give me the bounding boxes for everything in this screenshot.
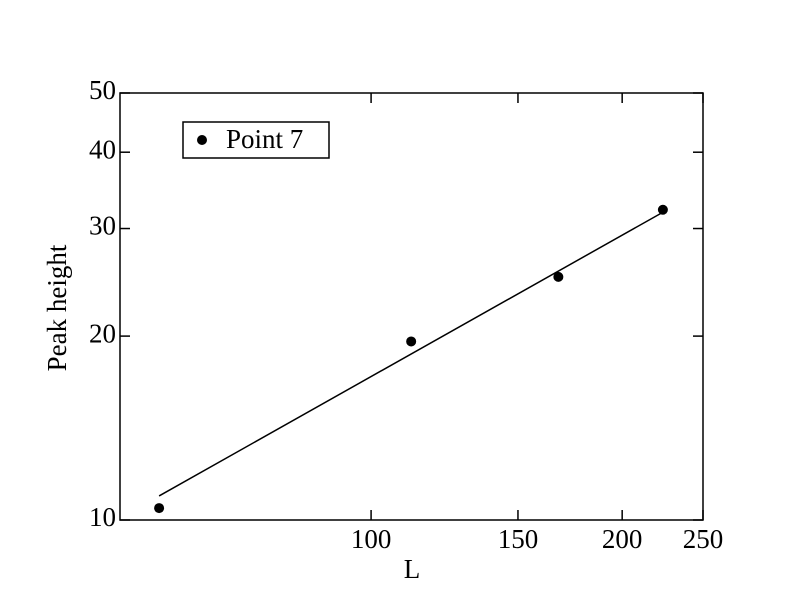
data-point (154, 503, 165, 514)
x-tick-label: 150 (498, 524, 539, 554)
legend-label: Point 7 (226, 124, 303, 154)
y-tick-label: 10 (89, 502, 116, 532)
fit-line (158, 211, 664, 497)
data-point (553, 271, 564, 282)
data-point (406, 336, 417, 347)
y-tick-label: 40 (89, 134, 116, 164)
legend-marker (197, 135, 207, 145)
y-tick-label: 20 (89, 318, 116, 348)
data-point (657, 204, 668, 215)
y-axis-label: Peak height (42, 244, 72, 371)
x-tick-label: 200 (602, 524, 643, 554)
y-tick-label: 50 (89, 75, 116, 105)
x-axis-label: L (404, 554, 421, 584)
x-tick-label: 250 (683, 524, 724, 554)
x-tick-label: 100 (351, 524, 392, 554)
legend-box (182, 121, 330, 159)
y-tick-label: 30 (89, 211, 116, 241)
plot-frame (119, 92, 704, 521)
